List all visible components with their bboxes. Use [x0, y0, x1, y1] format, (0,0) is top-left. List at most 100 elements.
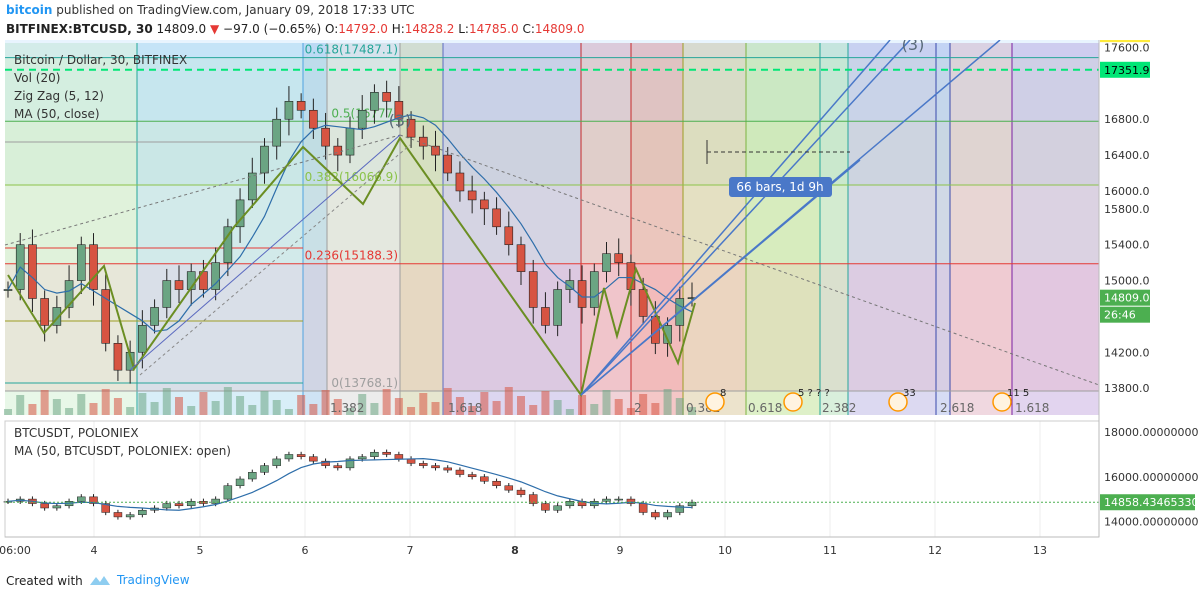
volume-bar — [553, 400, 562, 415]
volume-bar — [284, 409, 293, 415]
candle-body — [614, 253, 624, 263]
volume-bar — [565, 409, 574, 415]
volume-bar — [77, 394, 86, 415]
time-tick-label: 8 — [511, 544, 519, 557]
candle-body — [284, 101, 294, 120]
lower-candle-body — [541, 503, 550, 511]
event-flag-circle — [783, 392, 803, 412]
lower-candle-body — [272, 458, 281, 466]
lower-candle-body — [223, 485, 233, 500]
tradingview-link[interactable]: TradingView — [117, 573, 190, 587]
lower-candle-body — [480, 476, 489, 482]
volume-bar — [468, 406, 477, 415]
lower-candle-body — [101, 503, 110, 513]
price-tick-label: 15000.0 — [1104, 275, 1150, 288]
open-label: O: — [324, 22, 339, 36]
candle-body — [296, 101, 306, 111]
volume-bar — [321, 390, 330, 415]
lower-candle-body — [186, 501, 196, 507]
lower-candle-body — [370, 451, 379, 457]
candle-body — [663, 325, 672, 344]
lower-candle-body — [614, 498, 623, 501]
candle-body — [64, 280, 74, 308]
lower-candle-body — [638, 503, 648, 513]
fan-line — [580, 40, 911, 396]
candle-body — [260, 145, 269, 174]
candle-body — [138, 325, 147, 353]
volume-bar — [175, 397, 183, 415]
lower-candle-body — [602, 498, 611, 502]
volume-bar — [455, 397, 464, 415]
candle-body — [3, 289, 13, 291]
volume-bar — [382, 389, 391, 415]
volume-bar — [333, 399, 342, 415]
lower-price-tick-label: 14000.00000000 — [1104, 515, 1198, 528]
publish-line: bitcoin published on TradingView.com, Ja… — [6, 3, 414, 17]
volume-bar — [578, 395, 587, 415]
event-flag-icon: 11 5 — [992, 388, 1029, 412]
candle-body — [309, 109, 318, 129]
event-flag-icon: 8 — [705, 388, 726, 412]
time-tick-label: 5 — [197, 544, 204, 557]
fib-time-label: 2.618 — [940, 401, 974, 415]
legend-top-item: Vol (20) — [14, 71, 60, 85]
lower-candle-body — [382, 451, 391, 455]
volume-bar — [626, 408, 635, 415]
tradingview-logo-icon — [90, 576, 110, 585]
volume-bar — [199, 392, 208, 415]
fib-zone — [5, 57, 1099, 122]
open-value: 14792.0 — [338, 22, 388, 36]
fib-time-label: 2 — [634, 401, 642, 415]
candle-body — [357, 109, 367, 129]
legend-bottom-item: BTCUSDT, POLONIEX — [14, 426, 139, 440]
lower-candle-body — [687, 501, 697, 507]
lower-candle-body — [394, 454, 404, 460]
candle-body — [382, 92, 391, 102]
time-zone-band — [137, 43, 303, 415]
candle-body — [370, 92, 379, 111]
volume-bar — [407, 407, 416, 415]
lower-price-tag-label: 14858.43465330 — [1104, 496, 1198, 509]
lower-candle-body — [77, 496, 86, 502]
price-tick-label: 15400.0 — [1104, 239, 1150, 252]
lower-candle-body — [309, 456, 318, 462]
candle-body — [638, 289, 648, 317]
lower-candle-body — [138, 509, 147, 515]
author-link[interactable]: bitcoin — [6, 3, 53, 17]
candle-body — [431, 145, 440, 156]
candle-body — [394, 101, 404, 120]
time-zone-band — [950, 43, 1012, 415]
volume-bar — [529, 405, 538, 415]
lower-candle-body — [284, 454, 294, 460]
time-zone-band — [327, 43, 400, 415]
lower-candle-body — [235, 478, 245, 486]
lower-candle-body — [675, 505, 685, 513]
fib-time-label: 1.618 — [1015, 401, 1049, 415]
candle-body — [247, 172, 257, 201]
wave-label: (3) — [389, 111, 412, 130]
candle-body — [333, 145, 343, 156]
chart-area[interactable]: 0.786(18498.1)0.618(17487.1)0.5(16777)0.… — [0, 40, 1199, 568]
lower-candle-body — [40, 503, 49, 509]
lower-candle-body — [431, 465, 440, 469]
time-tick-label: 4 — [91, 544, 98, 557]
time-tick-label: 7 — [407, 544, 414, 557]
lower-candle-body — [455, 469, 465, 475]
candle-body — [89, 244, 98, 290]
measure-label: 66 bars, 1d 9h — [736, 180, 823, 194]
event-flag-icon: 5 ? ? ? — [783, 388, 830, 412]
price-tag-label: 17351.9 — [1104, 64, 1150, 77]
price-tag-label: 17749.7 — [1104, 40, 1150, 41]
time-zone-band — [303, 43, 327, 415]
volume-bar — [309, 404, 318, 415]
volume-bar — [297, 395, 306, 415]
volume-bar — [492, 401, 501, 415]
price-change: −97.0 (−0.65%) — [223, 22, 322, 36]
time-zone-band — [936, 43, 950, 415]
fib-time-label: 0.618 — [748, 401, 782, 415]
candle-body — [492, 208, 501, 228]
candle-body — [76, 244, 86, 281]
volume-bar — [16, 395, 25, 415]
event-badge-text: 33 — [903, 388, 916, 399]
candle-body — [52, 307, 62, 326]
